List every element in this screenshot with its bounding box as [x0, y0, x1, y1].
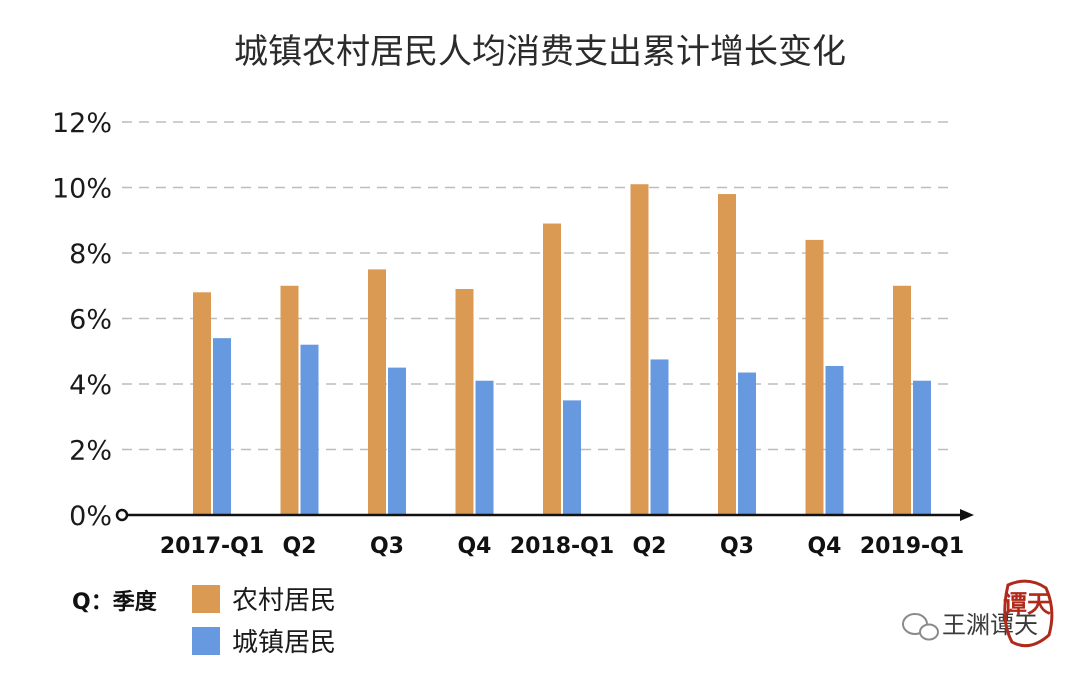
y-tick-label: 0% — [69, 501, 112, 532]
bar-rural — [455, 289, 474, 515]
y-tick-label: 2% — [69, 436, 112, 467]
x-axis-ticks: 2017-Q1 Q2 Q3 Q4 2018-Q1 Q2 Q3 Q4 2019-Q1 — [160, 534, 964, 559]
y-axis-ticks: 0% 2% 4% 6% 8% 10% 12% — [52, 108, 112, 532]
x-tick-label: Q2 — [632, 534, 666, 559]
seal-icon: 谭天 — [1003, 579, 1054, 648]
y-tick-label: 8% — [69, 239, 112, 270]
wechat-icon — [902, 613, 939, 641]
legend: Q：季度 农村居民 城镇居民 — [72, 585, 336, 658]
x-tick-label: Q3 — [370, 534, 404, 559]
seal-text: 谭天 — [1003, 589, 1051, 618]
watermark-text: 王渊谭天 — [942, 611, 1038, 639]
legend-label-urban: 城镇居民 — [232, 628, 336, 658]
bar-rural — [805, 239, 824, 515]
bar-rural — [193, 292, 211, 515]
x-tick-label: Q4 — [807, 534, 841, 559]
y-tick-label: 4% — [69, 370, 112, 401]
grid-lines — [122, 121, 955, 451]
x-tick-label: 2017-Q1 — [160, 534, 264, 559]
y-tick-label: 6% — [69, 305, 112, 336]
x-tick-label: 2018-Q1 — [510, 534, 614, 559]
bar-rural — [280, 285, 299, 515]
bar-rural — [368, 269, 386, 515]
y-tick-label: 10% — [52, 174, 112, 205]
legend-label-rural: 农村居民 — [232, 586, 336, 616]
bar-rural — [893, 285, 911, 515]
bar-urban — [475, 380, 494, 515]
x-tick-label: Q4 — [457, 534, 491, 559]
axis-origin-marker — [115, 508, 129, 522]
bar-urban — [738, 372, 756, 515]
bar-urban — [650, 359, 669, 515]
bar-rural — [543, 223, 561, 515]
x-tick-label: Q2 — [282, 534, 316, 559]
bar-urban — [213, 338, 231, 515]
x-tick-label: Q3 — [720, 534, 754, 559]
chart-title: 城镇农村居民人均消费支出累计增长变化 — [234, 32, 846, 72]
y-tick-label: 12% — [52, 108, 112, 139]
bar-urban — [825, 365, 844, 515]
bar-rural — [630, 184, 649, 515]
bars — [193, 184, 931, 516]
watermark: 王渊谭天 谭天 — [902, 579, 1054, 648]
bar-urban — [563, 400, 581, 515]
bar-rural — [718, 194, 736, 516]
bar-urban — [300, 344, 319, 515]
bar-urban — [913, 380, 931, 515]
legend-swatch-rural — [192, 585, 220, 613]
legend-swatch-urban — [192, 627, 220, 655]
bar-urban — [388, 367, 406, 515]
axis-arrow-icon — [960, 509, 974, 521]
legend-note: Q：季度 — [72, 589, 158, 615]
x-tick-label: 2019-Q1 — [860, 534, 964, 559]
